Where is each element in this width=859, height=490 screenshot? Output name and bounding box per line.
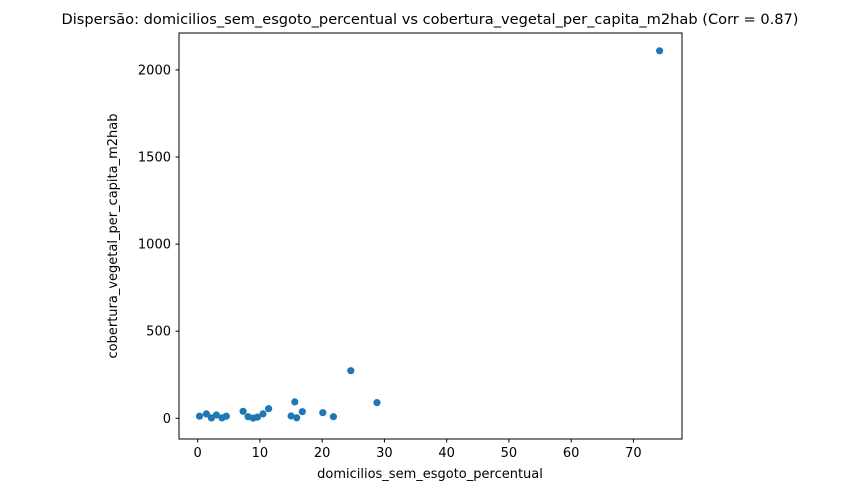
data-point bbox=[287, 412, 295, 420]
data-point bbox=[293, 414, 301, 422]
x-tick-label: 60 bbox=[563, 446, 580, 461]
x-tick-label: 0 bbox=[194, 446, 202, 461]
data-point bbox=[212, 411, 220, 419]
data-point bbox=[222, 412, 230, 420]
x-tick-label: 70 bbox=[625, 446, 642, 461]
data-point bbox=[195, 412, 204, 420]
data-points bbox=[195, 47, 664, 422]
chart-title: Dispersão: domicilios_sem_esgoto_percent… bbox=[61, 11, 798, 28]
data-point bbox=[259, 410, 267, 418]
y-axis-label: cobertura_vegetal_per_capita_m2hab bbox=[106, 114, 121, 359]
plot-area-border bbox=[178, 32, 683, 440]
data-point bbox=[373, 399, 381, 407]
x-tick-label: 30 bbox=[376, 446, 393, 461]
y-tick-label: 0 bbox=[163, 412, 171, 427]
x-tick-label: 40 bbox=[438, 446, 455, 461]
y-tick-label: 1500 bbox=[138, 151, 171, 166]
data-point bbox=[298, 408, 306, 416]
y-tick-label: 1000 bbox=[138, 238, 171, 253]
x-tick-label: 20 bbox=[314, 446, 331, 461]
x-tick-label: 10 bbox=[252, 446, 269, 461]
data-point bbox=[239, 407, 247, 415]
x-tick-label: 50 bbox=[501, 446, 518, 461]
data-point bbox=[347, 367, 355, 375]
data-point bbox=[329, 413, 337, 421]
data-point bbox=[291, 398, 299, 406]
data-point bbox=[656, 47, 664, 55]
y-axis-ticks: 0 500 1000 1500 2000 bbox=[138, 63, 179, 427]
data-point bbox=[253, 413, 261, 421]
y-tick-label: 2000 bbox=[138, 63, 171, 78]
x-axis-ticks: 0 10 20 30 40 50 60 70 bbox=[194, 439, 642, 461]
x-axis-label: domicilios_sem_esgoto_percentual bbox=[317, 467, 543, 482]
data-point bbox=[202, 410, 210, 418]
data-point bbox=[319, 409, 327, 417]
data-point bbox=[265, 405, 273, 413]
y-tick-label: 500 bbox=[146, 325, 171, 340]
